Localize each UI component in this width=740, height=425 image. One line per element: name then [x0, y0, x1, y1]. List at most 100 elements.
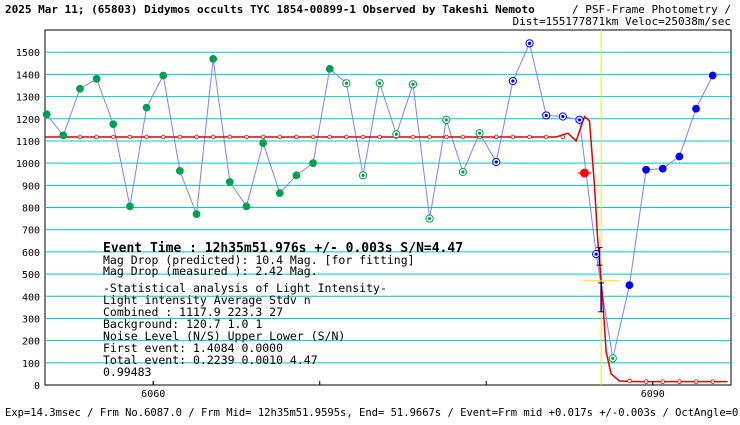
y-tick-label: 800	[22, 204, 40, 215]
data-point-core	[378, 81, 382, 85]
model-marker	[444, 134, 449, 140]
y-tick-label: 100	[22, 359, 40, 370]
mag-drop-predicted: Mag Drop (predicted): 10.4 Mag. [for fit…	[103, 253, 415, 267]
correlation-value: 0.99483	[103, 365, 152, 379]
noise-level-header: Noise Level (N/S) Upper Lower (S/N)	[103, 329, 345, 343]
data-point	[309, 159, 317, 168]
y-tick-label: 200	[22, 337, 40, 348]
data-point	[275, 189, 284, 197]
y-tick-label: 400	[22, 292, 40, 303]
data-point	[708, 71, 717, 80]
data-point	[325, 64, 334, 73]
model-marker	[177, 134, 183, 140]
data-point-core	[561, 114, 565, 119]
data-point	[292, 171, 301, 180]
data-point	[658, 164, 667, 173]
model-marker	[344, 134, 349, 140]
model-marker	[310, 134, 316, 140]
data-point	[109, 120, 118, 129]
model-marker	[227, 134, 233, 140]
model-marker	[294, 134, 299, 140]
y-axis-ticks: 0 100 200 300 400 500 600 700 800 900 1000 1100 1200…	[16, 48, 40, 392]
y-tick-label: 1400	[16, 70, 40, 81]
distance-velocity: Dist=155177871km Veloc=25038m/sec	[512, 15, 731, 28]
data-point	[59, 131, 68, 140]
data-point-core	[511, 79, 515, 83]
model-marker	[510, 134, 516, 140]
y-tick-label: 1500	[16, 48, 40, 59]
model-marker	[693, 379, 699, 384]
data-point	[259, 139, 268, 148]
data-point-core	[477, 131, 482, 135]
data-point-core	[461, 170, 465, 174]
y-tick-label: 1000	[16, 159, 40, 170]
event-overlays	[583, 246, 620, 313]
photometry-method: / PSF-Frame Photometry /	[572, 3, 731, 16]
data-point	[175, 166, 184, 175]
chart-title: 2025 Mar 11; (65803) Didymos occults TYC…	[5, 3, 535, 16]
data-point	[625, 281, 634, 290]
model-marker	[527, 134, 532, 140]
y-tick-label: 700	[22, 226, 40, 237]
data-point	[159, 71, 168, 80]
stats-section-title: -Statistical analysis of Light Intensity…	[103, 281, 387, 295]
data-point	[642, 165, 650, 174]
model-marker	[360, 134, 366, 140]
model-marker	[244, 134, 249, 140]
model-marker	[327, 134, 332, 140]
model-marker	[460, 134, 466, 140]
model-marker	[677, 379, 682, 384]
data-point-core	[594, 252, 598, 256]
y-tick-label: 600	[22, 248, 40, 259]
model-marker	[94, 134, 99, 140]
model-marker	[643, 379, 649, 384]
data-point-core	[361, 173, 365, 177]
model-marker	[127, 134, 133, 140]
data-point-core	[611, 356, 615, 360]
data-point-core	[577, 118, 582, 122]
data-point	[76, 84, 84, 93]
model-marker	[161, 134, 166, 140]
x-axis-ticks: 6060 6090	[141, 381, 665, 400]
x-tick-label: 6060	[141, 389, 165, 400]
model-marker	[543, 134, 549, 140]
model-marker	[144, 134, 149, 140]
y-tick-label: 1300	[16, 93, 40, 104]
stats-combined: Combined : 1117.9 223.3 27	[103, 305, 283, 319]
model-marker	[277, 134, 282, 140]
y-tick-label: 1200	[16, 115, 40, 126]
y-tick-label: 500	[22, 270, 40, 281]
data-point	[142, 103, 151, 112]
total-event-noise: Total event: 0.2239 0.0010 4.47	[103, 353, 318, 367]
model-marker	[210, 134, 216, 140]
model-marker	[660, 379, 665, 384]
observed-points	[42, 39, 717, 363]
model-marker	[560, 134, 566, 140]
stats-col-header: Light intensity Average Stdv n	[103, 293, 311, 307]
exposure-footer: Exp=14.3msec / Frm No.6087.0 / Frm Mid= …	[5, 407, 740, 419]
event-time-label: Event Time : 12h35m51.976s +/- 0.003s S/…	[103, 241, 463, 256]
model-marker	[627, 378, 632, 384]
data-point-core	[444, 118, 448, 122]
statistics-panel: Event Time : 12h35m51.976s +/- 0.003s S/…	[103, 241, 463, 379]
first-event-noise: First event: 1.4084 0.0000	[103, 341, 283, 355]
mag-drop-measured: Mag Drop (measured ): 2.42 Mag.	[103, 264, 318, 278]
data-point	[675, 152, 684, 161]
data-point-core	[411, 82, 415, 86]
fitted-model-curve	[45, 115, 728, 383]
data-point	[126, 202, 134, 211]
model-markers	[61, 134, 715, 384]
model-marker	[710, 379, 715, 384]
data-point-core	[494, 160, 498, 164]
y-tick-label: 300	[22, 314, 40, 325]
model-marker	[260, 134, 266, 140]
data-point	[42, 110, 51, 119]
model-marker	[427, 134, 432, 140]
model-marker	[111, 134, 116, 140]
data-point-core	[344, 81, 348, 85]
x-tick-label: 6090	[641, 389, 665, 400]
model-marker	[494, 134, 499, 140]
data-point	[692, 104, 700, 113]
model-highlight-point	[579, 168, 589, 178]
